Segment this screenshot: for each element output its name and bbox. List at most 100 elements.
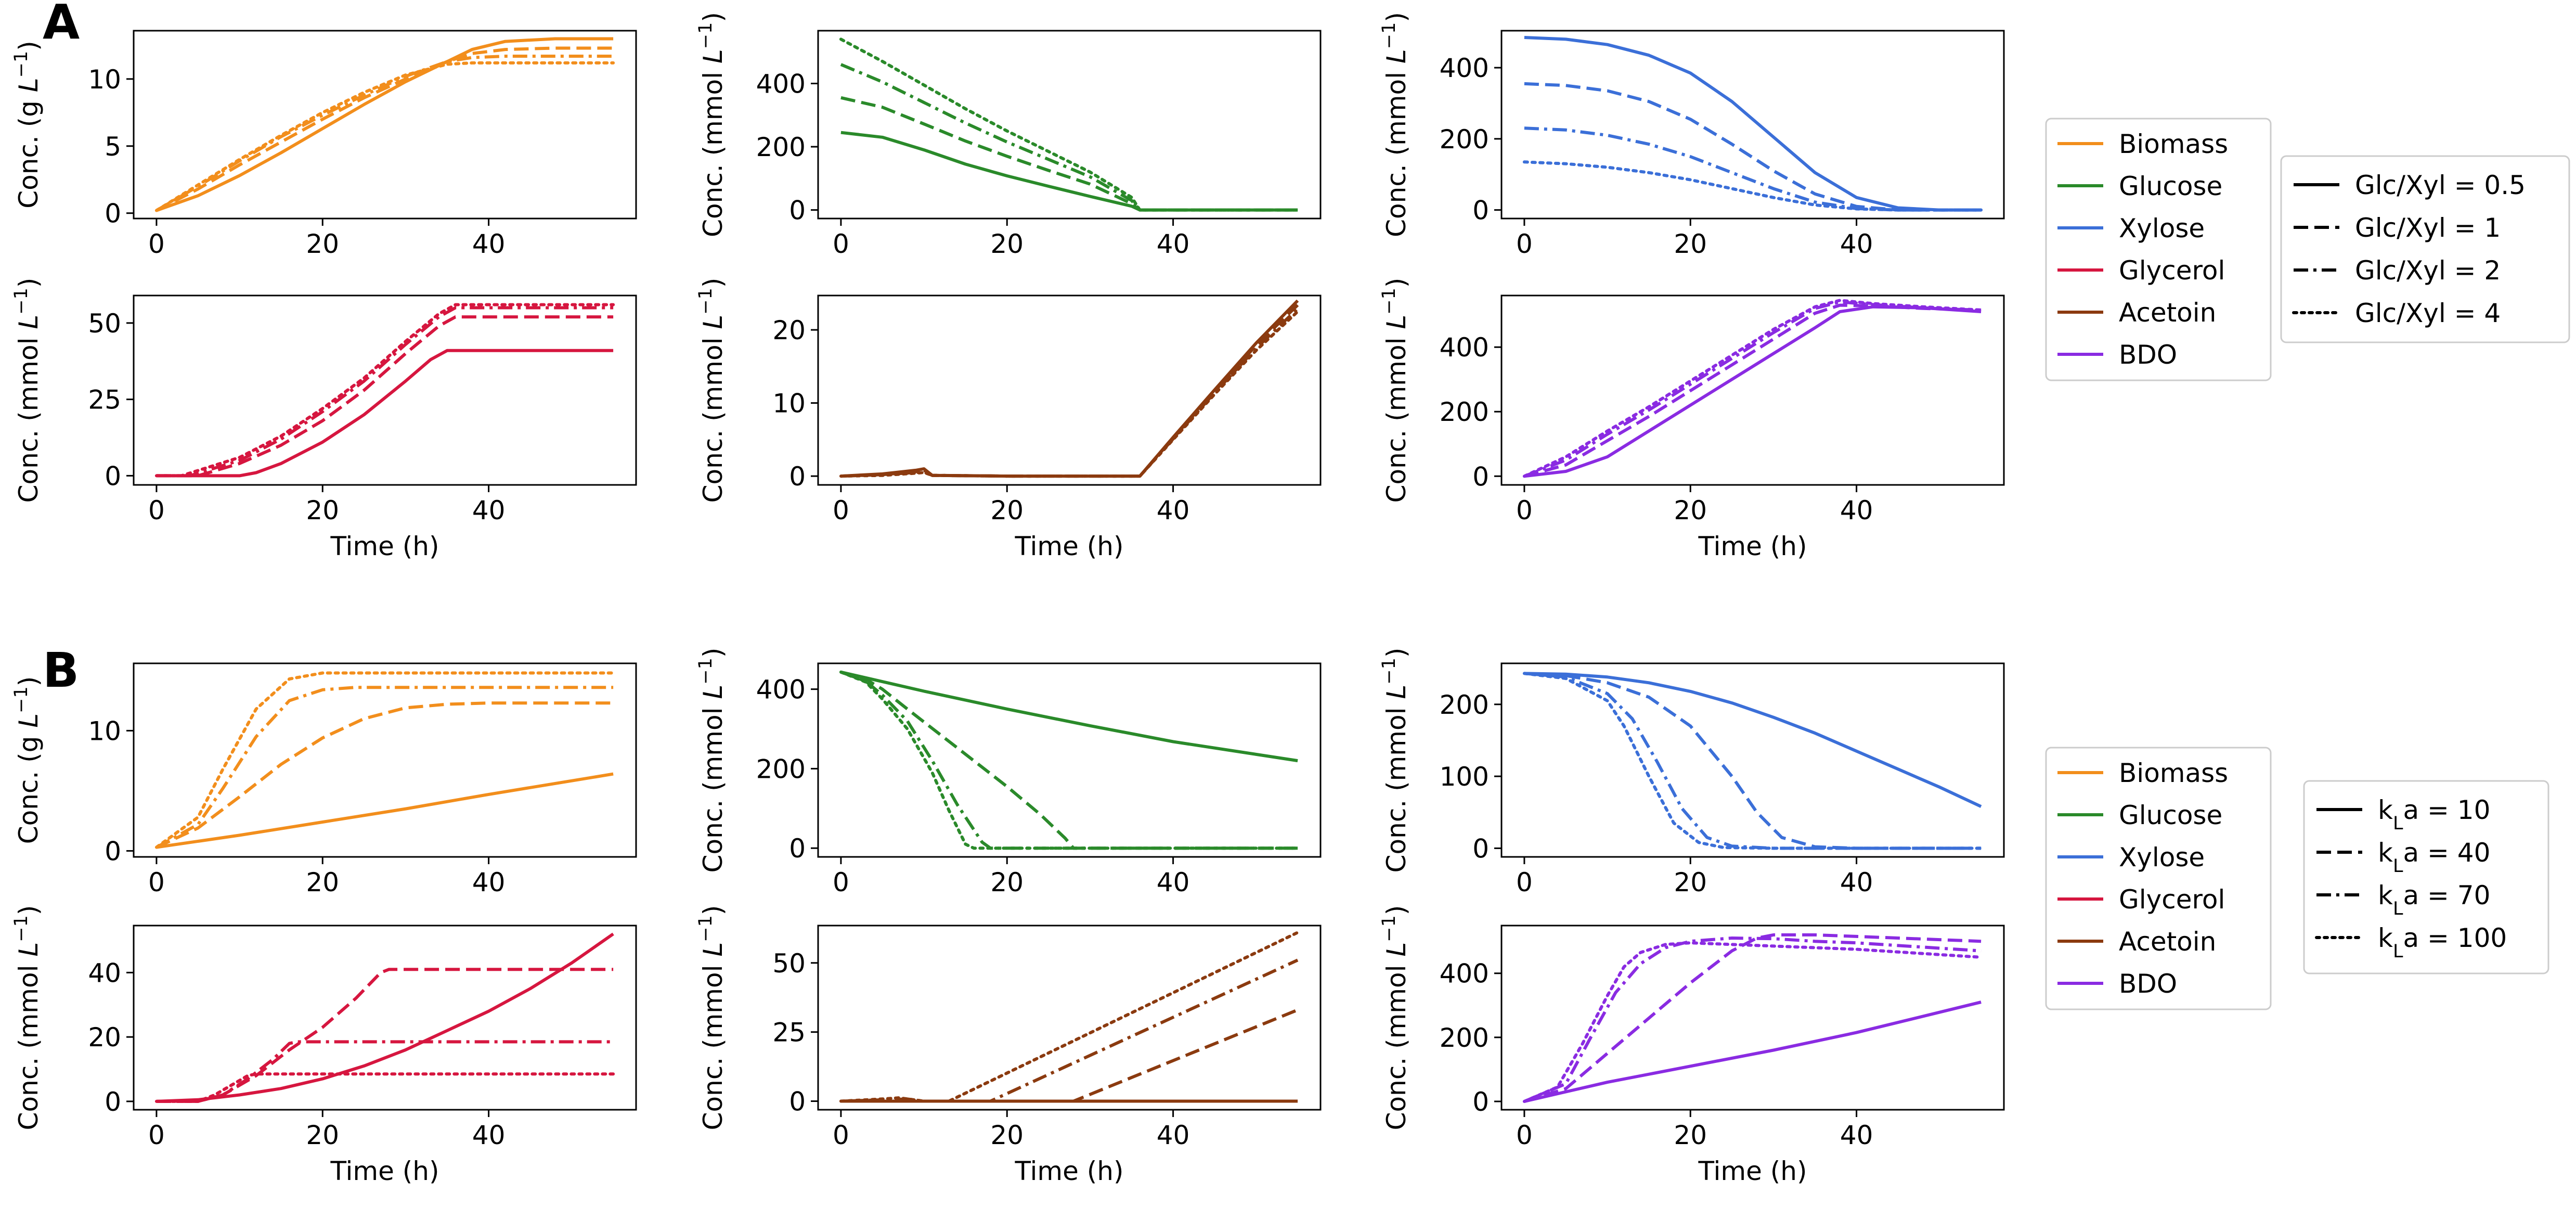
series-line-dotted <box>154 671 615 849</box>
series-line-dashdot <box>1524 126 1982 212</box>
series-line-dashdot <box>156 686 614 849</box>
legend-style-entry: Glc/Xyl = 1 <box>2355 213 2501 243</box>
y-tick-label: 50 <box>88 309 121 339</box>
axes-frame <box>817 30 1322 220</box>
axes-frame <box>133 30 637 220</box>
x-tick-label: 20 <box>990 495 1024 525</box>
legend-style-entry: Glc/Xyl = 0.5 <box>2355 170 2526 200</box>
x-tick-label: 0 <box>1516 229 1533 259</box>
y-tick-label: 0 <box>1472 1087 1489 1117</box>
series-line-solid <box>1524 36 1982 212</box>
x-tick-label: 40 <box>1157 1120 1190 1150</box>
series-line-dotted <box>839 37 1300 212</box>
y-tick-label: 200 <box>756 132 806 162</box>
series-line-dashed <box>156 701 614 849</box>
series-line-dashdot <box>156 55 614 212</box>
series-line-dashed <box>840 304 1299 478</box>
x-tick-label: 20 <box>990 867 1024 897</box>
series-line-dashed <box>156 968 614 1103</box>
x-tick-label: 20 <box>1674 495 1707 525</box>
y-axis-label: Conc. (mmol L−1) <box>695 905 728 1131</box>
y-tick-label: 200 <box>1440 124 1489 155</box>
legend-entry-bdo: BDO <box>2119 969 2177 999</box>
y-tick-label: 100 <box>1440 762 1489 792</box>
x-tick-label: 20 <box>306 867 339 897</box>
series-line-dashed <box>840 1008 1299 1103</box>
series-line-dashed <box>1524 82 1982 212</box>
series-line-dashed <box>156 46 614 212</box>
y-tick-label: 0 <box>789 196 806 226</box>
x-tick-label: 40 <box>472 867 506 897</box>
legend-entry-biomass: Biomass <box>2119 129 2228 159</box>
y-tick-label: 20 <box>88 1022 121 1053</box>
series-line-dashdot <box>840 958 1299 1103</box>
axes-frame <box>133 925 637 1111</box>
x-tick-label: 0 <box>833 867 849 897</box>
x-tick-label: 0 <box>148 229 165 259</box>
series-line-dashdot <box>840 670 1298 850</box>
series-line-solid <box>156 37 614 212</box>
series-line-dotted <box>154 61 615 212</box>
axes-frame <box>133 662 637 858</box>
series-group <box>154 303 615 478</box>
x-tick-label: 20 <box>1674 229 1707 259</box>
legend-frame <box>2303 780 2549 974</box>
legend-entry-xylose: Xylose <box>2119 213 2205 243</box>
y-tick-label: 5 <box>105 132 121 162</box>
subplot-a-biomass: 0 20 40 0 5 10 Conc. (g L−1) <box>11 30 637 259</box>
x-tick-label: 40 <box>1840 867 1873 897</box>
x-tick-label: 0 <box>148 495 165 525</box>
x-tick-label: 20 <box>306 1120 339 1150</box>
x-tick-label: 40 <box>1157 495 1190 525</box>
x-tick-label: 20 <box>990 1120 1024 1150</box>
legend-entry-xylose: Xylose <box>2119 842 2205 873</box>
x-tick-label: 0 <box>1516 867 1533 897</box>
legend-entry-glucose: Glucose <box>2119 800 2222 830</box>
series-line-dashed <box>1524 303 1982 478</box>
y-axis-label: Conc. (mmol L−1) <box>1379 278 1412 503</box>
legend-frame <box>2045 118 2272 381</box>
legend-styles-a: Glc/Xyl = 0.5 Glc/Xyl = 1 Glc/Xyl = 2 Glc/X… <box>2280 155 2570 343</box>
y-tick-label: 400 <box>756 675 806 705</box>
series-group <box>1522 299 1983 478</box>
legend-entry-glycerol: Glycerol <box>2119 255 2225 286</box>
x-tick-label: 40 <box>472 495 506 525</box>
y-tick-label: 400 <box>1440 332 1489 363</box>
series-line-dashed <box>840 670 1298 850</box>
x-axis-label: Time (h) <box>1015 1156 1124 1186</box>
series-line-dotted <box>154 303 615 478</box>
y-tick-label: 400 <box>756 69 806 99</box>
x-tick-label: 0 <box>148 867 165 897</box>
y-tick-label: 200 <box>1440 397 1489 427</box>
y-tick-label: 0 <box>105 836 121 866</box>
y-axis-label: Conc. (mmol L−1) <box>695 278 728 503</box>
series-line-dotted <box>1522 672 1983 850</box>
series-line-dotted <box>839 670 1300 850</box>
y-tick-label: 200 <box>1440 690 1489 720</box>
series-line-solid <box>840 299 1299 478</box>
series-line-dotted <box>154 1072 615 1103</box>
y-axis-label: Conc. (mmol L−1) <box>1379 905 1412 1131</box>
series-group <box>1522 672 1983 850</box>
y-tick-label: 50 <box>772 948 806 979</box>
axes-frame <box>133 294 637 486</box>
legend-entry-biomass: Biomass <box>2119 758 2228 788</box>
y-axis-label: Conc. (g L−1) <box>11 676 44 844</box>
y-tick-label: 0 <box>789 833 806 864</box>
series-line-solid <box>156 932 614 1103</box>
series-line-dotted <box>839 310 1300 478</box>
y-tick-label: 10 <box>772 389 806 419</box>
series-line-dashdot <box>1524 672 1982 850</box>
series-line-solid <box>1524 1000 1982 1103</box>
series-line-dotted <box>839 931 1300 1103</box>
series-line-dotted <box>1522 299 1983 478</box>
subplot-b-biomass: 0 20 40 0 10 Conc. (g L−1) <box>11 662 637 897</box>
y-tick-label: 20 <box>772 315 806 345</box>
axes-frame <box>1500 925 2005 1111</box>
x-tick-label: 40 <box>1840 1120 1873 1150</box>
y-axis-label: Conc. (g L−1) <box>11 41 44 209</box>
